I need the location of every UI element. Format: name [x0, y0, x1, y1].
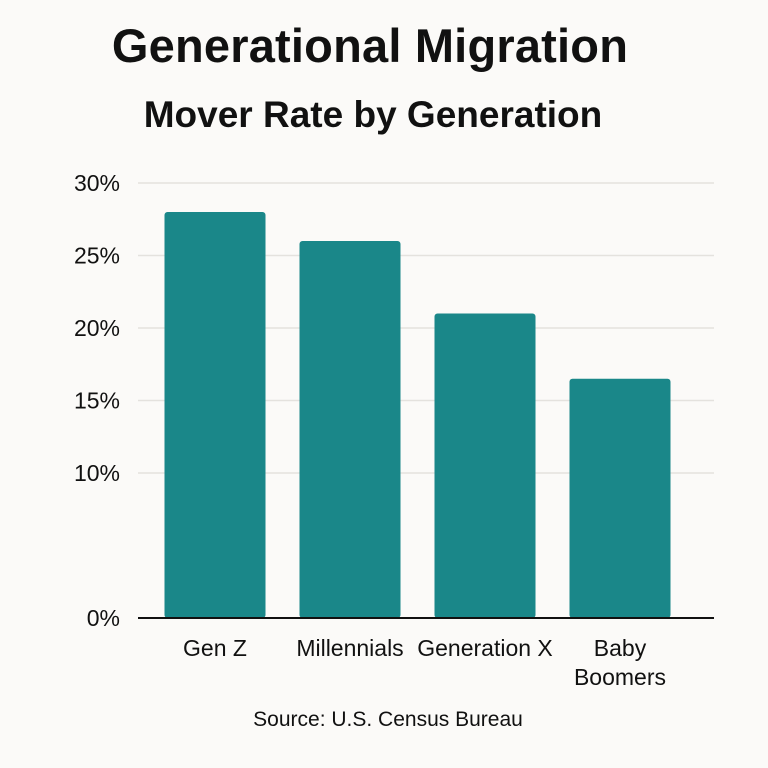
bar [164, 212, 266, 618]
x-category-label: Baby Boomers [574, 635, 666, 690]
y-axis-ticks: 0% 10% 15% 20% 25% 30% [74, 170, 120, 631]
bar [569, 378, 671, 618]
x-category-label: Millennials [296, 635, 403, 661]
y-tick-label: 10% [74, 460, 120, 486]
x-category-label: Gen Z [183, 635, 247, 661]
y-tick-label: 25% [74, 243, 120, 269]
y-tick-label: 30% [74, 170, 120, 196]
bar [434, 313, 536, 618]
chart-title: Generational Migration [111, 19, 629, 72]
x-category-label: Generation X [417, 635, 553, 661]
y-tick-label: 0% [87, 605, 120, 631]
y-tick-label: 20% [74, 315, 120, 341]
x-axis-categories: Gen Z Millennials Generation X Baby Boomers [183, 635, 666, 690]
chart-subtitle: Mover Rate by Generation [143, 94, 603, 135]
bars [164, 212, 671, 618]
y-tick-label: 15% [74, 388, 120, 414]
source-note: Source: U.S. Census Bureau [253, 708, 523, 731]
bar [299, 241, 401, 618]
